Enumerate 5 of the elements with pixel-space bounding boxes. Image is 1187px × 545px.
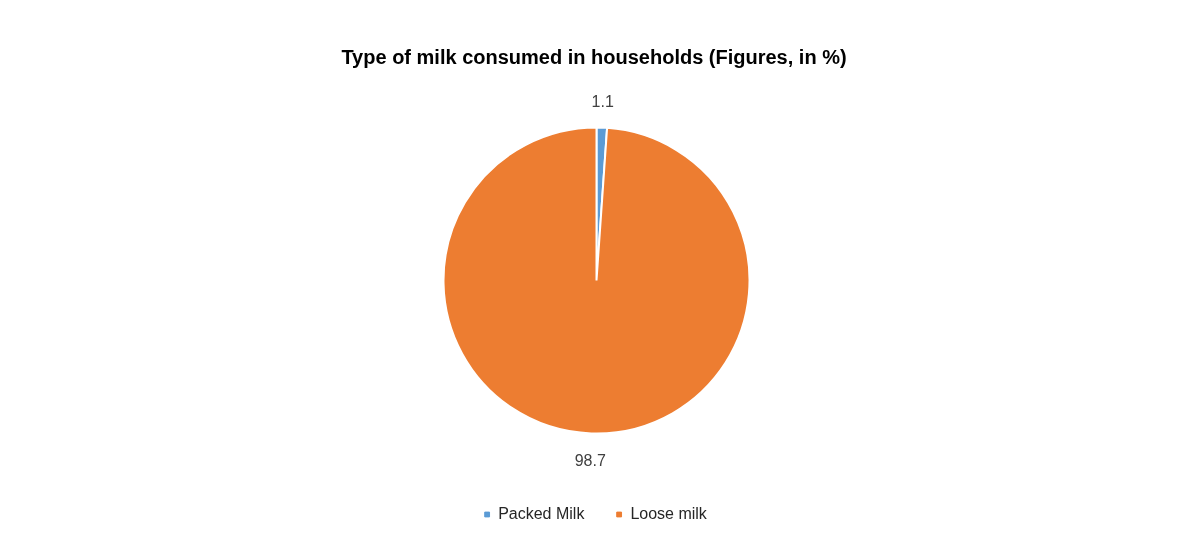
legend-label: Packed Milk bbox=[498, 505, 585, 523]
data-label: 1.1 bbox=[591, 92, 614, 110]
chart-title: Type of milk consumed in households (Figures, in %) bbox=[341, 45, 847, 68]
legend-label: Loose milk bbox=[630, 505, 707, 523]
data-label: 98.7 bbox=[574, 452, 606, 470]
